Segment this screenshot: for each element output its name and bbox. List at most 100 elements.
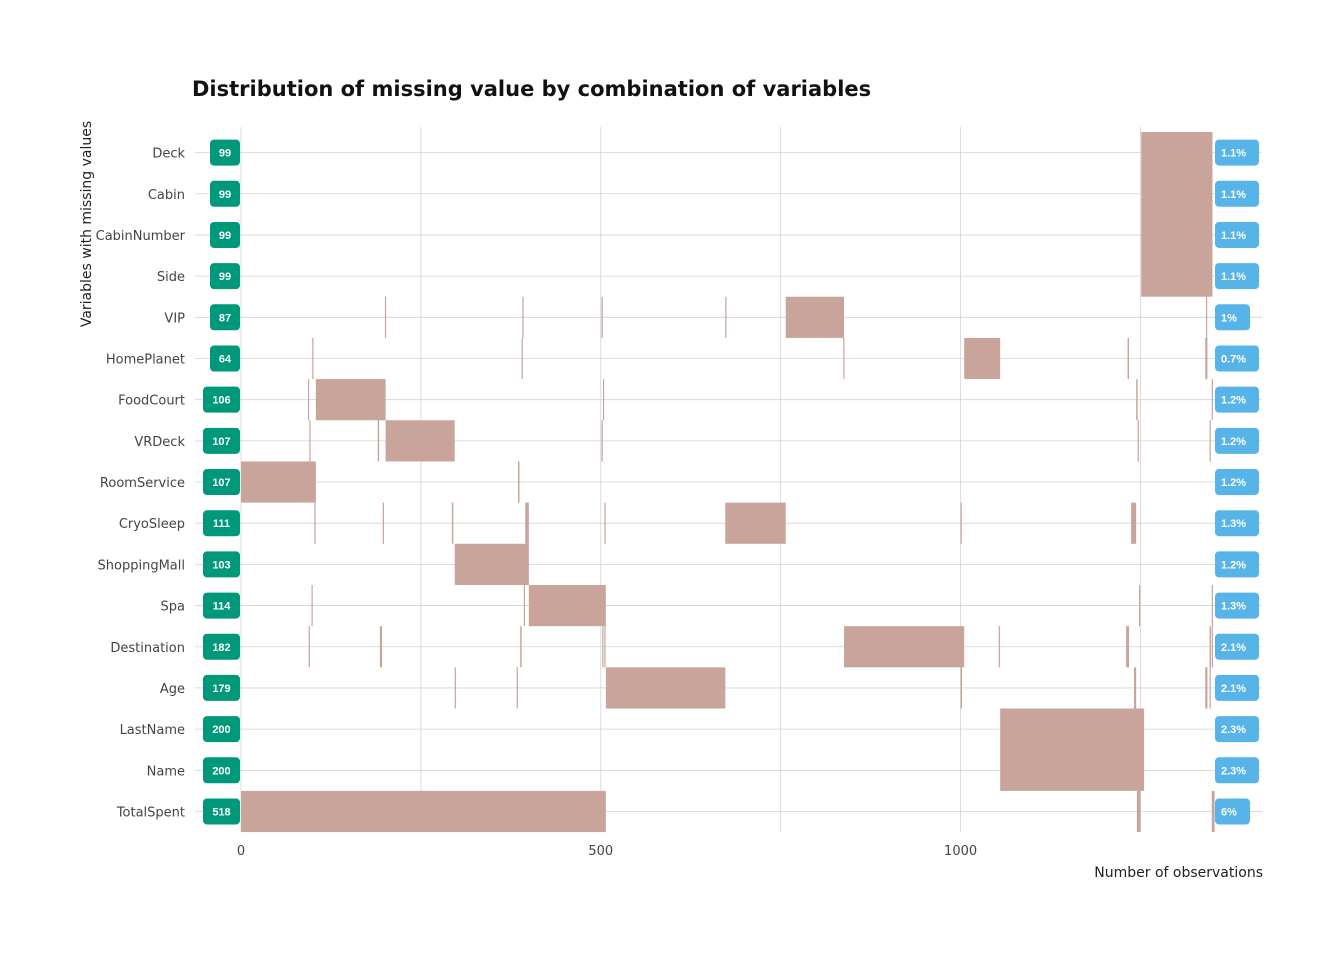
y-tick-label-deck: Deck xyxy=(152,147,185,162)
combination-bar-destination-9 xyxy=(844,626,965,668)
combination-bar-vip-16 xyxy=(522,296,524,338)
percent-badge-text-vip: 1% xyxy=(1221,312,1237,324)
combination-bar-spa-43 xyxy=(523,584,526,627)
combination-bars xyxy=(241,132,1215,833)
percent-badge-totalspent xyxy=(1215,798,1250,825)
combination-bar-destination-52 xyxy=(1126,626,1129,668)
combination-bar-age-57 xyxy=(960,667,963,709)
count-badge-spa xyxy=(203,592,240,619)
combination-bar-spa-42 xyxy=(311,584,313,627)
y-tick-label-destination: Destination xyxy=(110,641,185,656)
combination-bar-homeplanet-24 xyxy=(1205,337,1208,380)
count-badge-text-foodcourt: 106 xyxy=(212,395,230,407)
y-tick-label-shoppingmall: ShoppingMall xyxy=(98,558,185,573)
count-badge-text-spa: 114 xyxy=(213,601,232,613)
combination-bar-roomservice-5 xyxy=(241,461,316,503)
combination-bar-cryosleep-40 xyxy=(960,502,962,544)
combination-bar-cryosleep-38 xyxy=(525,502,529,544)
percent-badge-text-age: 2.1% xyxy=(1221,683,1246,695)
combination-bar-vrdeck-4 xyxy=(385,420,455,462)
count-badge-text-roomservice: 107 xyxy=(212,477,230,489)
combination-bar-vrdeck-29 xyxy=(309,420,311,462)
percent-badge-text-totalspent: 6% xyxy=(1221,806,1237,818)
percent-badge-shoppingmall xyxy=(1215,551,1259,578)
combination-bar-lastname-11 xyxy=(1000,708,1145,791)
y-tick-label-lastname: LastName xyxy=(120,723,185,738)
combination-bar-spa-44 xyxy=(1139,584,1141,627)
count-and-percent-badges: 99 1.1% 99 1.1% 99 1.1% 99 1.1% 87 1% 64 0.7% 106 1.2… xyxy=(203,139,1259,825)
variable-labels: Deck Cabin CabinNumber Side VIP HomePlanet Foo… xyxy=(96,147,186,821)
count-badge-vip xyxy=(210,304,240,331)
combination-bar-spa-8 xyxy=(528,584,606,627)
y-tick-label-name: Name xyxy=(147,764,185,779)
y-tick-label-roomservice: RoomService xyxy=(100,476,185,491)
percent-badge-age xyxy=(1215,674,1259,701)
combination-bar-vip-1 xyxy=(785,296,845,338)
combination-bar-shoppingmall-7 xyxy=(454,543,529,585)
percent-badge-deck xyxy=(1215,139,1259,166)
x-tick-label-1000: 1000 xyxy=(944,844,977,859)
count-badge-roomservice xyxy=(203,469,240,496)
count-badge-text-name: 200 xyxy=(212,765,230,777)
combination-bar-homeplanet-21 xyxy=(521,337,523,380)
combination-bar-foodcourt-3 xyxy=(315,379,386,421)
combination-bar-cryosleep-36 xyxy=(382,502,384,544)
count-badge-homeplanet xyxy=(210,345,240,372)
y-tick-label-cabin: Cabin xyxy=(148,188,185,203)
count-badge-totalspent xyxy=(203,798,240,825)
percent-badge-text-cryosleep: 1.3% xyxy=(1221,518,1246,530)
x-tick-label-0: 0 xyxy=(237,844,245,859)
percent-badge-text-deck: 1.1% xyxy=(1221,148,1246,160)
percent-badge-text-side: 1.1% xyxy=(1221,271,1246,283)
y-tick-label-spa: Spa xyxy=(161,600,185,615)
combination-bar-totalspent-13 xyxy=(1136,790,1141,833)
combination-bar-age-10 xyxy=(605,667,726,709)
x-axis-title: Number of observations xyxy=(1094,865,1263,881)
percent-badge-text-spa: 1.3% xyxy=(1221,601,1246,613)
combination-bar-destination-46 xyxy=(308,626,310,668)
combination-bar-roomservice-34 xyxy=(518,461,520,503)
percent-badge-text-roomservice: 1.2% xyxy=(1221,477,1246,489)
x-axis: 0 500 1000 xyxy=(237,844,977,859)
combination-bar-vrdeck-30 xyxy=(377,420,380,462)
combination-bar-age-55 xyxy=(454,667,456,709)
count-badge-side xyxy=(210,263,240,290)
count-badge-text-lastname: 200 xyxy=(212,724,230,736)
y-tick-label-totalspent: TotalSpent xyxy=(116,805,185,820)
count-badge-text-cryosleep: 111 xyxy=(213,518,230,530)
percent-badge-destination xyxy=(1215,633,1259,660)
combination-bar-vrdeck-31 xyxy=(601,420,603,462)
count-badge-text-homeplanet: 64 xyxy=(219,353,232,365)
count-badge-text-vrdeck: 107 xyxy=(212,436,230,448)
percent-badge-text-vrdeck: 1.2% xyxy=(1221,436,1246,448)
combination-bar-age-58 xyxy=(1134,667,1137,709)
count-badge-text-totalspent: 518 xyxy=(212,806,230,818)
count-badge-lastname xyxy=(203,716,240,743)
count-badge-deck xyxy=(210,139,240,166)
combination-bar-homeplanet-23 xyxy=(1127,337,1129,380)
combination-bar-destination-53 xyxy=(1209,626,1212,668)
y-tick-label-vrdeck: VRDeck xyxy=(134,435,185,450)
y-tick-label-homeplanet: HomePlanet xyxy=(106,352,185,367)
count-badge-text-destination: 182 xyxy=(212,642,230,654)
y-tick-label-vip: VIP xyxy=(164,311,185,326)
y-tick-label-age: Age xyxy=(160,682,185,697)
combination-bar-cryosleep-39 xyxy=(604,502,606,544)
percent-badge-text-cabinnumber: 1.1% xyxy=(1221,230,1246,242)
y-tick-label-side: Side xyxy=(157,270,185,285)
percent-badge-vrdeck xyxy=(1215,427,1259,454)
combination-bar-destination-49 xyxy=(602,626,604,668)
percent-badge-side xyxy=(1215,263,1259,290)
combination-bar-age-60 xyxy=(1209,667,1211,709)
combination-bar-foodcourt-26 xyxy=(602,379,605,421)
combination-bar-cryosleep-35 xyxy=(314,502,316,544)
count-badge-text-shoppingmall: 103 xyxy=(212,559,230,571)
percent-badge-name xyxy=(1215,757,1259,784)
count-badge-cabin xyxy=(210,180,240,207)
count-badge-destination xyxy=(203,633,240,660)
count-badge-vrdeck xyxy=(203,427,240,454)
combination-bar-age-56 xyxy=(516,667,518,709)
percent-badge-text-destination: 2.1% xyxy=(1221,642,1246,654)
combination-bar-foodcourt-27 xyxy=(1136,379,1138,421)
